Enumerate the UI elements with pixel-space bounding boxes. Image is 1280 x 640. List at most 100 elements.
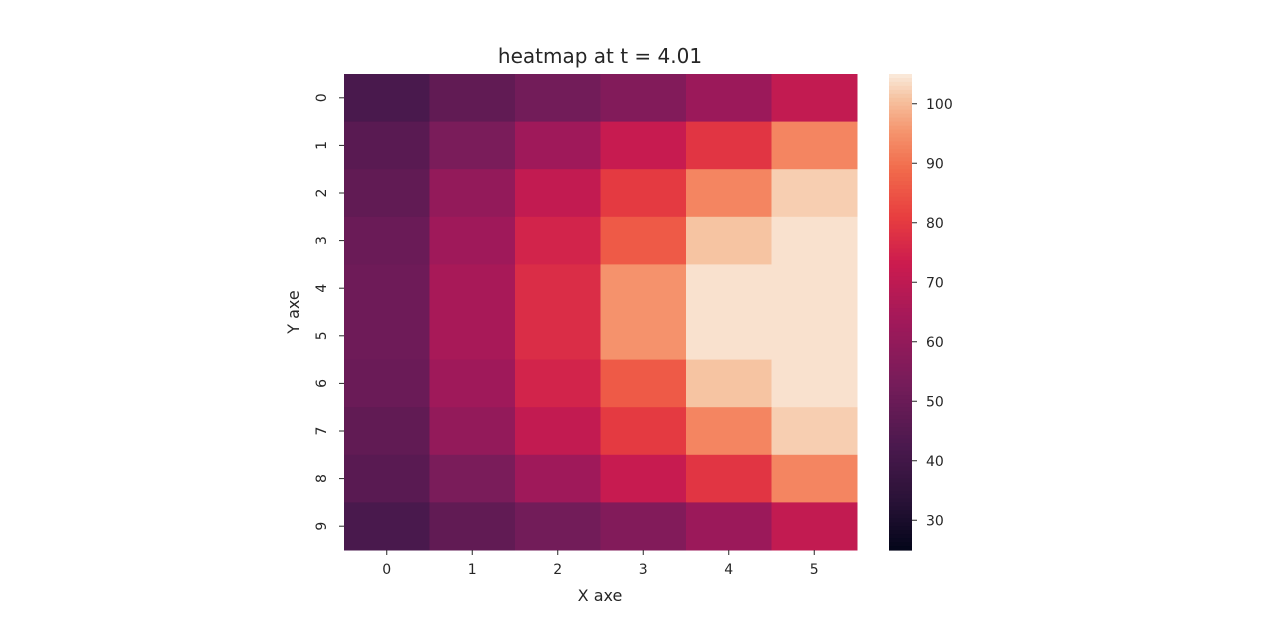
heatmap-cell [515, 502, 601, 551]
colorbar-segment [889, 407, 912, 412]
colorbar-segment [889, 181, 912, 186]
heatmap-cell [429, 454, 516, 503]
colorbar-segment [889, 165, 912, 170]
colorbar-segment [889, 189, 912, 194]
heatmap-cell [600, 74, 687, 123]
heatmap-cell [600, 359, 687, 408]
heatmap-cell [600, 169, 687, 218]
chart-title: heatmap at t = 4.01 [498, 44, 702, 68]
colorbar-tick-label: 30 [926, 513, 944, 529]
colorbar-segment [889, 149, 912, 154]
colorbar-segment [889, 89, 912, 95]
heatmap-cell [686, 502, 772, 551]
heatmap-cell [429, 169, 516, 218]
colorbar-tick-label: 40 [926, 454, 944, 470]
colorbar-segment [889, 260, 912, 265]
colorbar-segment [889, 383, 912, 388]
colorbar-segment [889, 323, 912, 329]
colorbar-segment [889, 268, 912, 273]
heatmap-cell [686, 216, 772, 265]
colorbar-segment [889, 308, 912, 313]
colorbar-segment [889, 438, 912, 444]
x-axis-label: X axe [578, 586, 623, 605]
y-tick-label: 3 [314, 236, 330, 245]
heatmap-cell [686, 359, 772, 408]
y-tick-label: 4 [314, 284, 330, 293]
heatmap-cell [429, 121, 516, 170]
heatmap-cell [429, 312, 516, 361]
colorbar-segment [889, 423, 912, 428]
colorbar-segment [889, 482, 912, 488]
y-axis-label: Y axe [284, 290, 303, 334]
heatmap-cell [600, 407, 687, 456]
colorbar-segment [889, 450, 912, 456]
heatmap-cell [344, 502, 430, 551]
colorbar-tick-label: 100 [926, 97, 953, 113]
colorbar-segment [889, 470, 912, 476]
colorbar-segment [889, 510, 912, 515]
colorbar-segment [889, 109, 912, 115]
colorbar-segment [889, 141, 912, 146]
colorbar-tick-label: 90 [926, 156, 944, 172]
heatmap-cell [344, 407, 430, 456]
colorbar-segment [889, 419, 912, 424]
heatmap-cell [686, 454, 772, 503]
colorbar-segment [889, 125, 912, 131]
colorbar-segment [889, 315, 912, 321]
colorbar-segment [889, 105, 912, 111]
colorbar-segment [889, 502, 912, 507]
colorbar-segment [889, 442, 912, 448]
colorbar-segment [889, 196, 912, 202]
colorbar-segment [889, 371, 912, 377]
colorbar-segment [889, 74, 912, 79]
heatmap-cell [771, 121, 858, 170]
colorbar-segment [889, 518, 912, 523]
y-tick-label: 5 [314, 331, 330, 340]
heatmap-cell [515, 216, 601, 265]
heatmap-cell [771, 74, 858, 123]
heatmap-cell [344, 169, 430, 218]
heatmap-cell [515, 407, 601, 456]
heatmap-cell [429, 264, 516, 313]
colorbar-segment [889, 427, 912, 432]
colorbar-segment [889, 486, 912, 492]
colorbar-segment [889, 204, 912, 210]
colorbar-segment [889, 403, 912, 408]
colorbar-segment [889, 133, 912, 139]
colorbar-segment [889, 304, 912, 309]
colorbar-segment [889, 77, 912, 83]
heatmap-cell [429, 359, 516, 408]
heatmap-cell [771, 502, 858, 551]
colorbar-segment [889, 434, 912, 440]
colorbar-segment [889, 534, 912, 539]
colorbar-segment [889, 339, 912, 345]
heatmap-cell [771, 407, 858, 456]
colorbar-segment [889, 212, 912, 218]
x-axis-ticks: 0 1 2 3 4 5 [382, 550, 819, 578]
heatmap-cell [686, 74, 772, 123]
x-tick-label: 4 [724, 562, 733, 578]
colorbar-segment [889, 117, 912, 123]
y-tick-label: 1 [314, 141, 330, 150]
colorbar-segment [889, 411, 912, 416]
colorbar-segment [889, 208, 912, 214]
y-tick-label: 6 [314, 379, 330, 388]
colorbar-segment [889, 343, 912, 349]
colorbar-tick-label: 80 [926, 216, 944, 232]
colorbar-segment [889, 129, 912, 135]
heatmap-cell [429, 74, 516, 123]
colorbar-segment [889, 300, 912, 305]
colorbar-tick-label: 50 [926, 394, 944, 410]
colorbar: 30 40 50 60 70 80 90 100 [889, 74, 953, 551]
colorbar-segment [889, 244, 912, 250]
colorbar-segment [889, 288, 912, 293]
colorbar-segment [889, 319, 912, 325]
colorbar-segment [889, 458, 912, 464]
colorbar-segment [889, 514, 912, 519]
colorbar-segment [889, 216, 912, 222]
colorbar-segment [889, 351, 912, 357]
colorbar-segment [889, 399, 912, 404]
heatmap-cell [515, 74, 601, 123]
colorbar-segment [889, 101, 912, 107]
heatmap-cell [515, 169, 601, 218]
